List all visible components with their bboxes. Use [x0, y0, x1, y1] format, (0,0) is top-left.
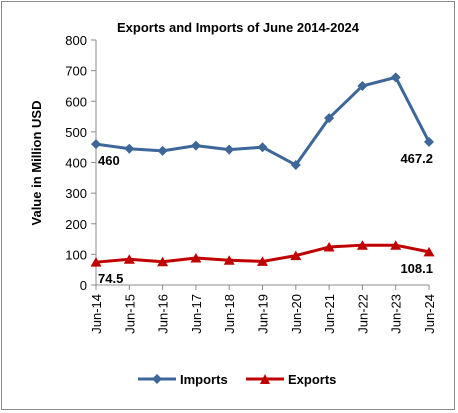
x-tick-label: Jun-15 [122, 294, 137, 334]
imports-data-label: 467.2 [400, 151, 433, 166]
y-tick-label: 300 [65, 186, 87, 201]
series-imports [91, 72, 434, 170]
y-axis-title: Value in Million USD [29, 101, 44, 226]
y-tick-label: 400 [65, 156, 87, 171]
x-tick-label: Jun-22 [355, 294, 370, 334]
imports-point [190, 140, 201, 151]
exports-point [190, 253, 202, 263]
legend: Imports Exports [138, 372, 336, 387]
legend-label-imports: Imports [180, 372, 228, 387]
series-exports [90, 240, 435, 267]
exports-data-label: 74.5 [98, 271, 123, 286]
legend-item-exports: Exports [246, 372, 336, 387]
data-labels: 460 467.2 74.5 108.1 [98, 151, 433, 286]
x-tick-label: Jun-24 [422, 294, 437, 334]
series-layer [90, 72, 435, 267]
x-tick-label: Jun-16 [156, 294, 171, 334]
x-tick-label: Jun-18 [222, 294, 237, 334]
imports-point [324, 113, 335, 124]
exports-point [90, 257, 102, 267]
imports-point [290, 159, 301, 170]
y-tick-label: 200 [65, 217, 87, 232]
y-tick-label: 500 [65, 125, 87, 140]
y-tick-label: 100 [65, 247, 87, 262]
imports-point [390, 72, 401, 83]
exports-data-label: 108.1 [400, 261, 433, 276]
y-tick-label: 600 [65, 94, 87, 109]
x-tick-label: Jun-14 [89, 294, 104, 334]
x-axis: Jun-14 Jun-15 Jun-16 Jun-17 Jun-18 Jun-19 Jun-… [89, 284, 437, 334]
imports-point [124, 143, 135, 154]
exports-point [223, 255, 235, 265]
x-tick-label: Jun-19 [256, 294, 271, 334]
imports-point [157, 145, 168, 156]
legend-item-imports: Imports [138, 372, 228, 387]
x-tick-label: Jun-23 [389, 294, 404, 334]
x-tick-label: Jun-17 [189, 294, 204, 334]
exports-point [290, 250, 302, 261]
exports-point [423, 246, 435, 257]
exports-point [323, 242, 335, 252]
exports-point [356, 240, 368, 250]
imports-point [224, 144, 235, 155]
imports-point [257, 142, 268, 153]
exports-point [257, 256, 268, 266]
y-tick-label: 800 [65, 33, 87, 48]
imports-point [91, 139, 101, 150]
exports-point [390, 240, 402, 250]
imports-point [424, 136, 434, 147]
exports-point [157, 256, 169, 267]
y-tick-label: 0 [80, 278, 87, 293]
y-axis: 0 100 200 300 400 500 600 700 800 [65, 33, 97, 293]
imports-point [357, 80, 368, 91]
exports-point [123, 254, 135, 264]
x-tick-label: Jun-20 [289, 294, 304, 334]
y-tick-label: 700 [65, 64, 87, 79]
imports-data-label: 460 [98, 153, 120, 168]
legend-label-exports: Exports [288, 372, 336, 387]
x-tick-label: Jun-21 [322, 294, 337, 334]
chart-title: Exports and Imports of June 2014-2024 [117, 20, 360, 35]
